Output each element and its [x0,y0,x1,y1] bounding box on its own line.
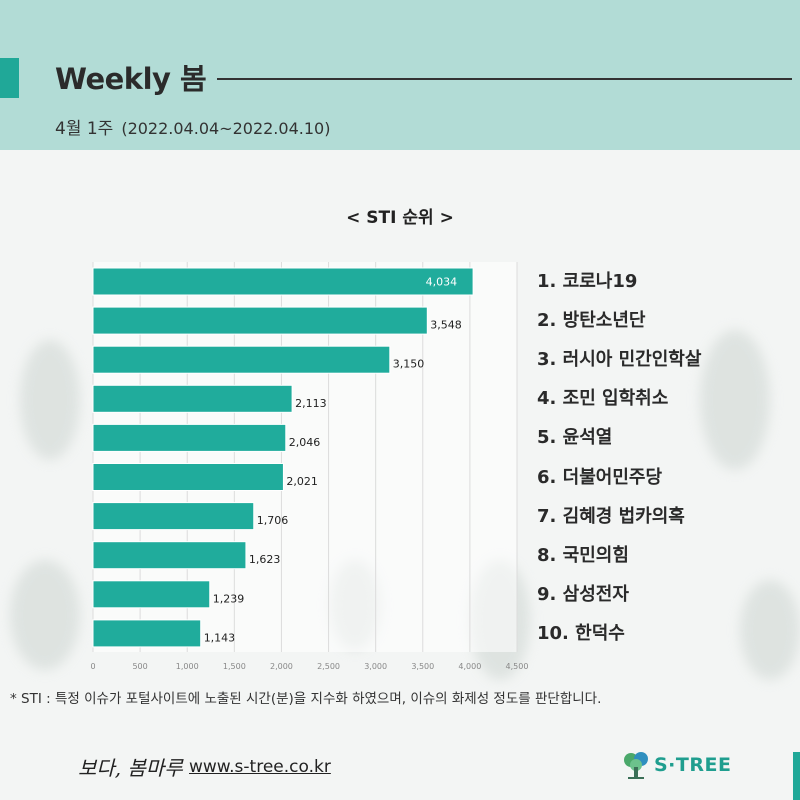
ranking-item: 5. 윤석열 [537,423,612,449]
bar [92,267,474,296]
x-tick-label: 1,000 [176,662,199,671]
ranking-name: 김혜경 법카의혹 [562,505,685,527]
ranking-number: 3. [537,349,563,371]
ranking-item: 3. 러시아 민간인학살 [537,345,701,371]
bar [92,580,211,609]
bar-value-label: 1,239 [213,592,245,605]
bar-value-label: 3,150 [393,358,425,371]
ranking-item: 8. 국민의힘 [537,541,629,567]
ranking-name: 조민 입학취소 [562,388,669,410]
x-tick-label: 1,500 [223,662,246,671]
bar-value-label: 3,548 [430,319,462,332]
bar [92,541,247,570]
brand-name: S·TREE [654,754,732,776]
ranking-name: 더불어민주당 [562,466,662,488]
bar [92,619,202,648]
bar-value-label: 2,113 [295,397,327,410]
ranking-name: 러시아 민간인학살 [562,349,702,371]
bar [92,384,293,413]
ranking-number: 8. [537,544,563,566]
ranking-number: 7. [537,505,563,527]
x-tick-label: 4,500 [506,662,529,671]
bar [92,306,428,335]
ranking-number: 4. [537,388,563,410]
footnote: * STI : 특정 이슈가 포털사이트에 노출된 시간(분)을 지수화 하였으… [10,691,602,707]
title-divider [217,78,792,80]
ranking-name: 윤석열 [562,427,613,449]
period-subtitle: 4월 1주 (2022.04.04~2022.04.10) [55,114,330,139]
header-band: Weekly 봄 4월 1주 (2022.04.04~2022.04.10) [0,0,800,150]
ranking-item: 2. 방탄소년단 [537,306,645,332]
ranking-name: 코로나19 [562,271,638,292]
ranking-number: 5. [537,427,563,449]
ranking-name: 삼성전자 [562,583,629,605]
page-title: Weekly 봄 [55,62,207,96]
bar [92,423,287,452]
bar [92,345,391,374]
x-tick-label: 2,500 [317,662,340,671]
ranking-item: 7. 김혜경 법카의혹 [537,502,685,528]
week-label: 4월 1주 [55,119,114,139]
x-tick-label: 4,000 [458,662,481,671]
bar-value-label: 1,623 [249,553,281,566]
ranking-number: 9. [537,583,563,605]
ranking-number: 6. [537,466,563,488]
date-range: (2022.04.04~2022.04.10) [121,119,331,138]
x-tick-label: 3,500 [411,662,434,671]
ranking-item: 10. 한덕수 [537,619,625,645]
ranking-item: 4. 조민 입학취소 [537,384,668,410]
bar [92,463,284,491]
ranking-name: 국민의힘 [562,544,629,566]
x-tick-label: 0 [90,662,95,671]
x-tick-label: 2,000 [270,662,293,671]
bar [92,502,255,531]
bomaru-logo: 보다, 봄마루 [78,756,183,780]
ranking-item: 1. 코로나19 [537,267,637,293]
stree-brand: S·TREE [622,750,731,780]
ranking-number: 1. [537,271,563,292]
website-link[interactable]: www.s-tree.co.kr [189,757,331,777]
ranking-number: 2. [537,310,563,332]
chart-title: < STI 순위 > [346,208,454,228]
bar-value-label: 1,706 [257,514,289,527]
bar-value-label: 1,143 [204,631,236,644]
ranking-name: 한덕수 [575,622,625,644]
tree-icon [624,752,648,779]
header-accent-bar [0,58,19,98]
bar-value-label: 4,034 [426,276,458,289]
x-tick-label: 500 [132,662,147,671]
ranking-item: 9. 삼성전자 [537,580,629,606]
bar-value-label: 2,021 [286,475,318,488]
bar-value-label: 2,046 [289,436,321,449]
ranking-item: 6. 더불어민주당 [537,463,662,489]
ranking-name: 방탄소년단 [562,310,646,332]
x-tick-label: 3,000 [364,662,387,671]
ranking-number: 10. [537,622,576,644]
corner-accent-bar [793,752,800,800]
